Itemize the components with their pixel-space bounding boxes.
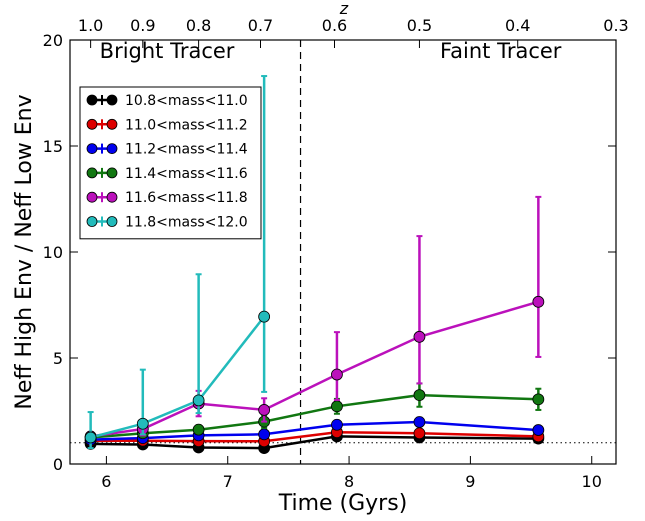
legend-label: 11.0<mass<11.2 (125, 117, 248, 133)
data-point (84, 431, 97, 444)
top-tick-label: 0.7 (248, 16, 273, 35)
axis-ticks: 6 7 8 9 10 0 5 10 15 20 1.0 0.9 0.8 0.7 0.6 0.5 0.4 0.3 (43, 16, 629, 491)
top-tick-label: 0.3 (603, 16, 628, 35)
legend-box (79, 86, 262, 240)
legend-marker (106, 216, 118, 227)
legend-label: 11.4<mass<11.6 (125, 166, 248, 182)
top-tick-label: 0.9 (130, 16, 155, 35)
x-axis-label: Time (Gyrs) (278, 491, 408, 516)
data-point (258, 428, 271, 441)
legend-label: 11.6<mass<11.8 (125, 190, 248, 206)
data-point (532, 295, 545, 308)
series (84, 75, 271, 450)
x-tick-label: 6 (101, 472, 111, 491)
y-tick-label: 0 (53, 455, 63, 474)
legend-marker (106, 167, 118, 179)
data-point (413, 416, 426, 428)
y-tick-label: 15 (43, 137, 63, 156)
y-tick-label: 5 (53, 349, 63, 368)
y-axis-label: Neff High Env / Neff Low Env (12, 94, 37, 409)
data-point (413, 330, 426, 343)
data-point (258, 310, 271, 323)
legend-marker (86, 143, 98, 155)
legend-label: 11.8<mass<12.0 (125, 215, 248, 231)
x-tick-label: 9 (465, 472, 475, 491)
legend-marker (86, 167, 98, 179)
top-axis-label: z (339, 0, 349, 18)
data-point (532, 393, 545, 406)
x-tick-label: 7 (223, 472, 233, 491)
annotation: Bright Tracer (100, 39, 235, 63)
data-point (331, 400, 343, 413)
x-tick-label: 10 (582, 472, 602, 491)
legend-label: 11.2<mass<11.4 (125, 142, 248, 158)
annotations: Bright Tracer Faint Tracer (100, 39, 562, 63)
data-point (532, 424, 545, 436)
data-point (258, 404, 271, 416)
legend-marker (106, 94, 118, 106)
legend-label: 10.8<mass<11.0 (125, 93, 248, 109)
legend-marker (86, 94, 98, 106)
legend: 10.8<mass<11.0 11.0<mass<11.2 11.2<mass<11… (79, 86, 262, 240)
legend-marker (86, 216, 98, 227)
legend-marker (86, 118, 98, 130)
x-tick-label: 8 (344, 472, 354, 491)
series-line (90, 315, 266, 439)
legend-marker (106, 191, 118, 203)
top-tick-label: 0.5 (407, 16, 432, 35)
data-point (192, 423, 205, 436)
data-point (331, 368, 343, 381)
series-group (84, 75, 545, 455)
legend-marker (106, 143, 118, 155)
top-tick-label: 1.0 (78, 16, 103, 35)
y-tick-label: 20 (43, 31, 63, 50)
top-tick-label: 0.8 (186, 16, 211, 35)
data-point (331, 418, 343, 431)
data-point (413, 389, 426, 402)
legend-marker (106, 118, 118, 130)
y-tick-label: 10 (43, 243, 63, 262)
top-tick-label: 0.6 (322, 16, 347, 35)
data-point (192, 394, 205, 407)
legend-marker (86, 191, 98, 203)
data-point (136, 417, 149, 430)
annotation: Faint Tracer (440, 39, 562, 63)
top-tick-label: 0.4 (505, 16, 530, 35)
data-point (413, 427, 426, 440)
